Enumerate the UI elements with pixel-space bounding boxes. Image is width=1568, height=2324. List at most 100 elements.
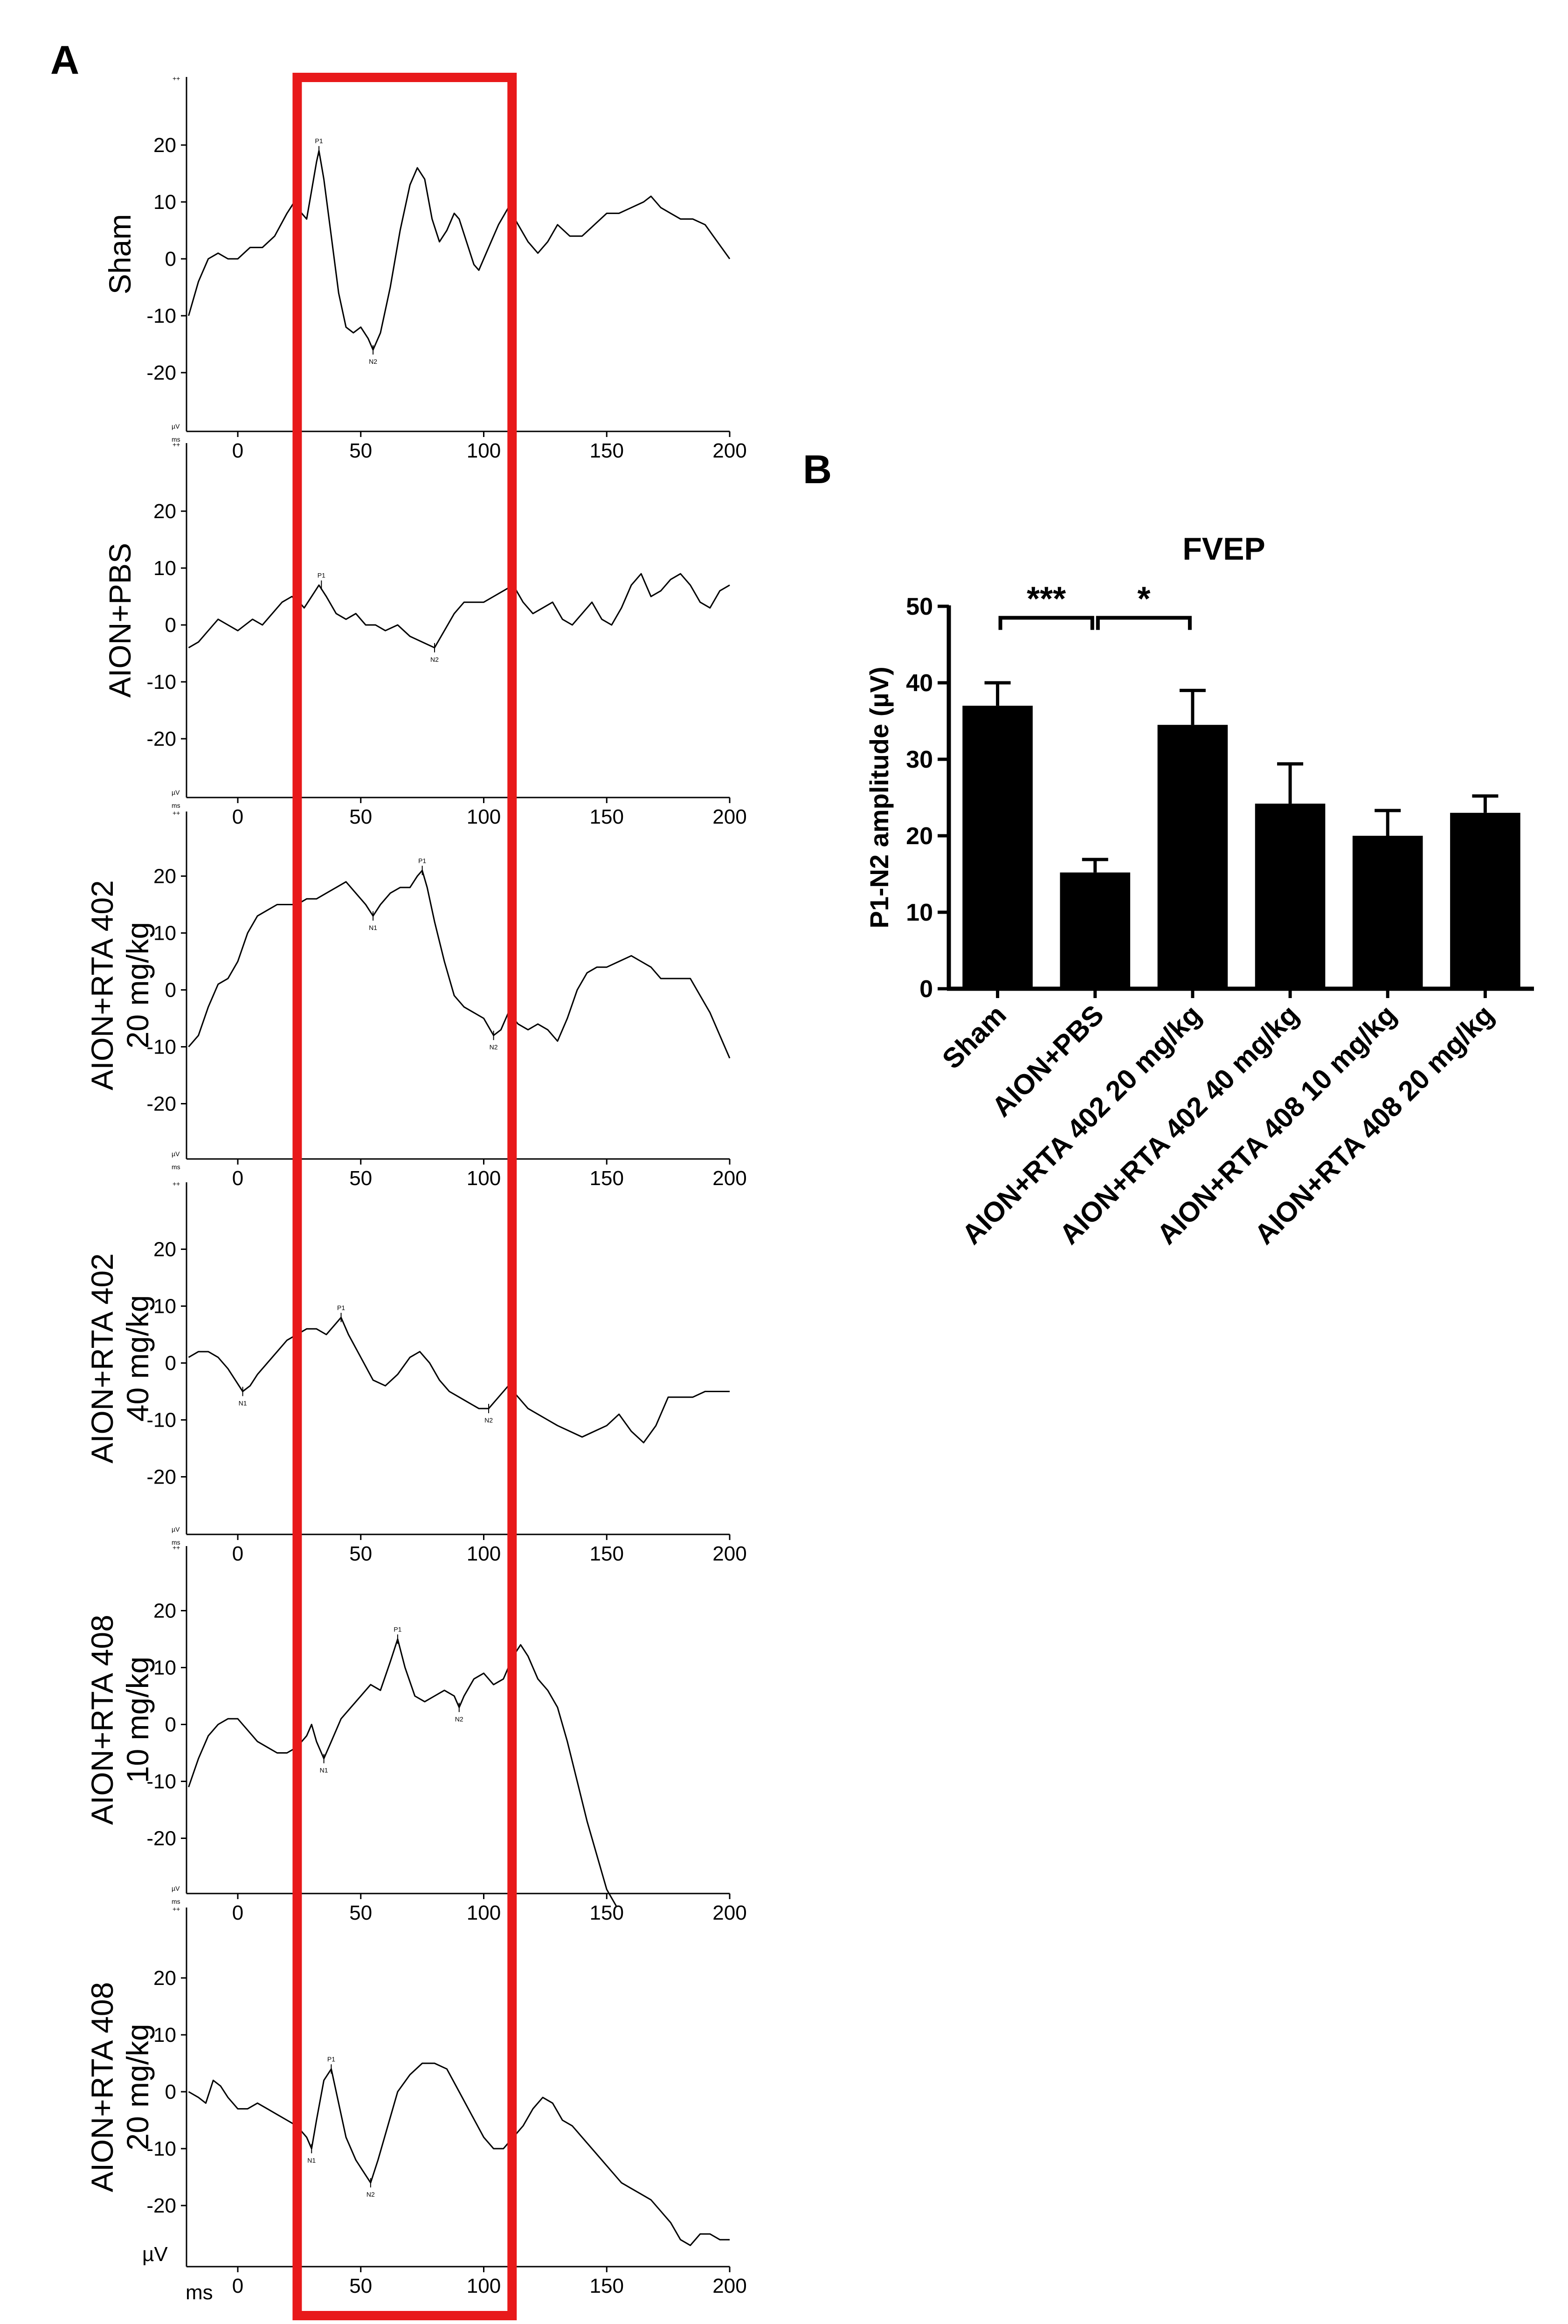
- y-tick-label: 20: [153, 500, 176, 523]
- peak-marker-label: P1: [327, 2055, 335, 2063]
- y-tick-label: 20: [906, 823, 933, 850]
- y-tick-label: -20: [146, 2194, 176, 2217]
- category-label: Sham: [936, 999, 1012, 1075]
- peak-marker-label: P1: [315, 137, 323, 145]
- significance-label: ***: [1027, 581, 1066, 618]
- corner-label-uv: µV: [172, 1885, 180, 1892]
- peak-marker-label: N1: [239, 1400, 247, 1407]
- x-tick-label: 100: [467, 439, 501, 462]
- trace-row-label: AION+RTA 40240 mg/kg: [85, 1253, 155, 1464]
- x-tick-label: 200: [712, 2275, 746, 2297]
- x-tick-label: 50: [349, 805, 372, 828]
- y-tick-label: 50: [906, 593, 933, 620]
- y-tick-label: 30: [906, 746, 933, 773]
- highlight-window-box: [292, 73, 517, 2320]
- trace-row-label: AION+RTA 40810 mg/kg: [85, 1615, 155, 1825]
- x-tick-label: 50: [349, 1901, 372, 1924]
- x-tick-label: 200: [712, 1542, 746, 1565]
- trace-row-label-line: AION+RTA 402: [85, 880, 119, 1090]
- peak-marker-label: N1: [320, 1767, 328, 1774]
- peak-marker-label: N2: [430, 656, 439, 663]
- trace-row-label-line: 40 mg/kg: [120, 1295, 155, 1422]
- x-tick-label: 100: [467, 1901, 501, 1924]
- x-tick-label: 150: [590, 439, 624, 462]
- y-tick-label: 0: [165, 1714, 176, 1736]
- corner-label-ms: ms: [172, 1539, 180, 1546]
- x-tick-label: 0: [232, 439, 243, 462]
- y-tick-label: 0: [165, 248, 176, 271]
- y-tick-label: -10: [146, 305, 176, 327]
- corner-label-uv: µV: [172, 1526, 180, 1533]
- y-axis-label: P1-N2 amplitude (µV): [864, 666, 894, 928]
- corner-label-ms: ms: [172, 1163, 180, 1171]
- corner-label-top: ++: [173, 809, 180, 817]
- corner-label-top: ++: [173, 441, 180, 448]
- bracket-line: [998, 616, 1094, 630]
- trace-row-label: Sham: [103, 214, 137, 294]
- x-tick-label: 200: [712, 805, 746, 828]
- trace-row-label-line: AION+PBS: [103, 543, 137, 698]
- x-tick-label: 50: [349, 1167, 372, 1190]
- x-tick-label: 0: [232, 2275, 243, 2297]
- y-tick-label: 10: [153, 557, 176, 580]
- y-tick-label: -20: [146, 1466, 176, 1489]
- x-tick-label: 150: [590, 1167, 624, 1190]
- significance-bracket: ***: [998, 581, 1094, 630]
- trace-row-label-line: Sham: [103, 214, 137, 294]
- significance-label: *: [1137, 581, 1150, 618]
- x-tick-label: 200: [712, 1901, 746, 1924]
- corner-label-ms: ms: [172, 802, 180, 809]
- corner-label-top: ++: [173, 1905, 180, 1913]
- y-tick-label: 20: [153, 1238, 176, 1261]
- vep-trace-line: [188, 2062, 730, 2246]
- bar: [1352, 836, 1423, 989]
- y-tick-label: 0: [165, 1352, 176, 1375]
- peak-marker-label: P1: [394, 1626, 401, 1633]
- trace-row-label-line: 20 mg/kg: [120, 2024, 155, 2150]
- x-tick-label: 50: [349, 2275, 372, 2297]
- vep-trace-line: [188, 1317, 730, 1443]
- y-tick-label: -20: [146, 1093, 176, 1116]
- x-tick-label: 150: [590, 1542, 624, 1565]
- vep-trace-line: [188, 573, 730, 649]
- peak-marker-label: N2: [369, 358, 377, 365]
- y-tick-label: -10: [146, 1409, 176, 1432]
- x-tick-label: 100: [467, 1542, 501, 1565]
- y-tick-label: 0: [165, 614, 176, 637]
- peak-marker-label: P1: [418, 857, 426, 864]
- peak-marker-label: N2: [366, 2191, 375, 2198]
- trace-row-label: AION+PBS: [103, 543, 137, 698]
- peak-marker-label: P1: [337, 1304, 345, 1311]
- y-tick-label: 10: [153, 922, 176, 945]
- corner-label-uv: µV: [172, 423, 180, 430]
- y-tick-label: 0: [165, 2081, 176, 2103]
- y-tick-label: 0: [919, 976, 933, 1003]
- y-tick-label: 0: [165, 979, 176, 1002]
- x-tick-label: 150: [590, 1901, 624, 1924]
- y-tick-label: 10: [153, 2024, 176, 2047]
- bar: [962, 706, 1033, 989]
- x-unit-label: ms: [186, 2281, 213, 2304]
- panel-a-label: A: [50, 38, 79, 83]
- y-tick-label: -20: [146, 361, 176, 384]
- trace-row-label-line: 20 mg/kg: [120, 922, 155, 1048]
- y-unit-label: µV: [142, 2243, 168, 2266]
- x-tick-label: 150: [590, 805, 624, 828]
- peak-marker-label: N2: [490, 1043, 498, 1051]
- corner-label-ms: ms: [172, 436, 180, 443]
- corner-label-uv: µV: [172, 789, 180, 796]
- y-tick-label: 10: [906, 899, 933, 926]
- x-tick-label: 0: [232, 1542, 243, 1565]
- significance-bracket: *: [1096, 581, 1192, 630]
- bar: [1255, 804, 1326, 989]
- peak-marker-label: P1: [318, 572, 325, 579]
- peak-marker-label: N2: [455, 1715, 463, 1723]
- x-tick-label: 200: [712, 439, 746, 462]
